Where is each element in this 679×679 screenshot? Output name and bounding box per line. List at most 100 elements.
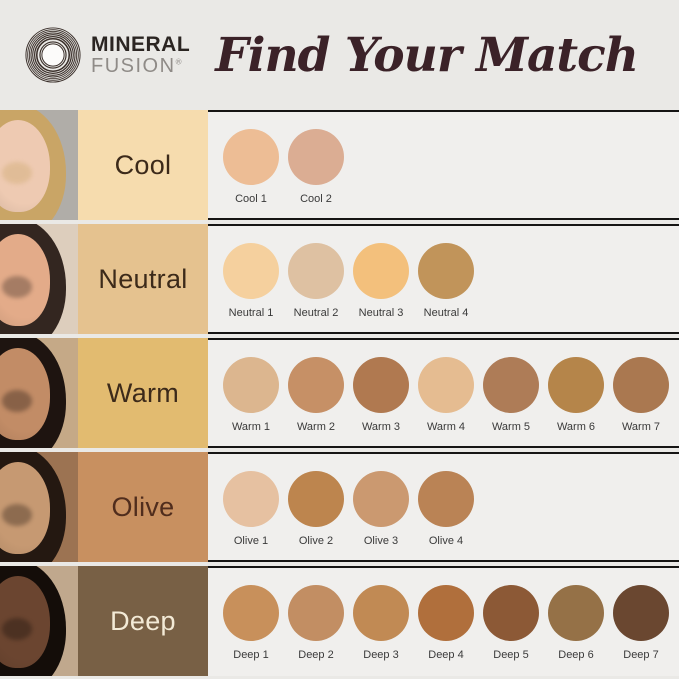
shade-swatch-label: Deep 5	[493, 649, 529, 661]
shade-swatch-olive-3: Olive 3	[353, 471, 409, 547]
shade-swatch-warm-5: Warm 5	[483, 357, 539, 433]
shade-swatch-circle	[288, 129, 344, 185]
deep-model-photo	[0, 566, 78, 676]
shade-swatch-label: Deep 7	[623, 649, 659, 661]
shade-swatch-label: Cool 1	[235, 193, 267, 205]
cool-model-photo	[0, 110, 78, 220]
mineral-fusion-logo: MINERAL FUSION®	[24, 26, 190, 84]
model-cheek	[2, 618, 32, 640]
shade-row-deep: Deep Deep 1 Deep 2 Deep 3 Deep 4 Deep 5 …	[0, 566, 679, 676]
shade-swatch-cool-2: Cool 2	[288, 129, 344, 205]
shade-swatch-label: Neutral 4	[423, 307, 469, 319]
shade-swatch-warm-1: Warm 1	[223, 357, 279, 433]
shade-swatch-circle	[548, 585, 604, 641]
shade-swatch-circle	[223, 471, 279, 527]
shade-swatch-circle	[418, 243, 474, 299]
shade-swatch-label: Olive 2	[298, 535, 334, 547]
page-title: Find Your Match	[215, 27, 639, 83]
shade-swatch-label: Warm 4	[426, 421, 466, 433]
model-face	[0, 462, 50, 554]
shade-swatch-circle	[288, 243, 344, 299]
shade-swatch-olive-4: Olive 4	[418, 471, 474, 547]
shade-swatch-circle	[483, 357, 539, 413]
shade-swatch-neutral-1: Neutral 1	[223, 243, 279, 319]
shade-swatch-circle	[418, 585, 474, 641]
shade-swatch-label: Neutral 3	[358, 307, 404, 319]
shade-swatch-neutral-4: Neutral 4	[418, 243, 474, 319]
registered-trademark-symbol: ®	[175, 56, 183, 66]
shade-swatch-label: Neutral 2	[293, 307, 339, 319]
shade-swatch-circle	[483, 585, 539, 641]
shade-swatch-label: Deep 6	[558, 649, 594, 661]
shade-swatch-warm-6: Warm 6	[548, 357, 604, 433]
shade-swatch-circle	[613, 357, 669, 413]
shade-swatch-warm-3: Warm 3	[353, 357, 409, 433]
shade-swatch-neutral-3: Neutral 3	[353, 243, 409, 319]
shade-swatch-circle	[353, 243, 409, 299]
model-face	[0, 576, 50, 668]
shade-swatch-label: Deep 3	[363, 649, 399, 661]
concentric-rings-logo-icon	[25, 27, 81, 83]
shade-swatch-olive-2: Olive 2	[288, 471, 344, 547]
shade-swatch-circle	[613, 585, 669, 641]
shade-swatch-circle	[418, 471, 474, 527]
shade-swatch-deep-7: Deep 7	[613, 585, 669, 661]
shade-swatch-circle	[223, 357, 279, 413]
shade-swatch-circle	[288, 357, 344, 413]
category-label-deep: Deep	[78, 566, 208, 676]
shade-swatch-circle	[223, 243, 279, 299]
shade-swatch-deep-6: Deep 6	[548, 585, 604, 661]
shade-swatch-label: Olive 4	[428, 535, 464, 547]
olive-model-photo	[0, 452, 78, 562]
shade-swatch-circle	[353, 357, 409, 413]
swatch-panel: Olive 1 Olive 2 Olive 3 Olive 4	[208, 452, 679, 562]
shade-swatch-label: Olive 1	[233, 535, 269, 547]
shade-swatch-warm-7: Warm 7	[613, 357, 669, 433]
shade-swatch-label: Deep 4	[428, 649, 464, 661]
warm-model-photo	[0, 338, 78, 448]
model-cheek	[2, 162, 32, 184]
shade-row-cool: Cool Cool 1 Cool 2	[0, 110, 679, 220]
model-face	[0, 234, 50, 326]
shade-swatch-circle	[223, 585, 279, 641]
shade-row-neutral: Neutral Neutral 1 Neutral 2 Neutral 3 Ne…	[0, 224, 679, 334]
shade-swatch-olive-1: Olive 1	[223, 471, 279, 547]
shade-swatch-label: Warm 3	[361, 421, 401, 433]
shade-swatch-neutral-2: Neutral 2	[288, 243, 344, 319]
swatch-panel: Neutral 1 Neutral 2 Neutral 3 Neutral 4	[208, 224, 679, 334]
shade-swatch-label: Neutral 1	[228, 307, 274, 319]
model-face	[0, 348, 50, 440]
shade-swatch-circle	[288, 585, 344, 641]
shade-swatch-label: Warm 2	[296, 421, 336, 433]
neutral-model-photo	[0, 224, 78, 334]
model-cheek	[2, 276, 32, 298]
shade-swatch-warm-2: Warm 2	[288, 357, 344, 433]
shade-swatch-warm-4: Warm 4	[418, 357, 474, 433]
shade-swatch-deep-1: Deep 1	[223, 585, 279, 661]
shade-swatch-label: Deep 2	[298, 649, 334, 661]
logo-word-mineral: MINERAL	[91, 33, 191, 57]
shade-swatch-label: Warm 7	[621, 421, 661, 433]
shade-swatch-label: Cool 2	[300, 193, 332, 205]
swatch-panel: Warm 1 Warm 2 Warm 3 Warm 4 Warm 5 Warm …	[208, 338, 679, 448]
shade-swatch-deep-4: Deep 4	[418, 585, 474, 661]
shade-swatch-label: Warm 6	[556, 421, 596, 433]
shade-swatch-circle	[548, 357, 604, 413]
shade-swatch-label: Olive 3	[363, 535, 399, 547]
logo-wordmark: MINERAL FUSION®	[91, 34, 190, 76]
shade-swatch-circle	[223, 129, 279, 185]
model-cheek	[2, 504, 32, 526]
shade-swatch-cool-1: Cool 1	[223, 129, 279, 205]
shade-row-olive: Olive Olive 1 Olive 2 Olive 3 Olive 4	[0, 452, 679, 562]
model-face	[0, 120, 50, 212]
shade-swatch-circle	[288, 471, 344, 527]
category-label-olive: Olive	[78, 452, 208, 562]
shade-swatch-label: Warm 5	[491, 421, 531, 433]
shade-swatch-label: Warm 1	[231, 421, 271, 433]
shade-swatch-circle	[418, 357, 474, 413]
shade-swatch-label: Deep 1	[233, 649, 269, 661]
category-label-cool: Cool	[78, 110, 208, 220]
model-cheek	[2, 390, 32, 412]
shade-rows: Cool Cool 1 Cool 2 Neutral Neutral 1 Neu…	[0, 110, 679, 676]
category-label-warm: Warm	[78, 338, 208, 448]
